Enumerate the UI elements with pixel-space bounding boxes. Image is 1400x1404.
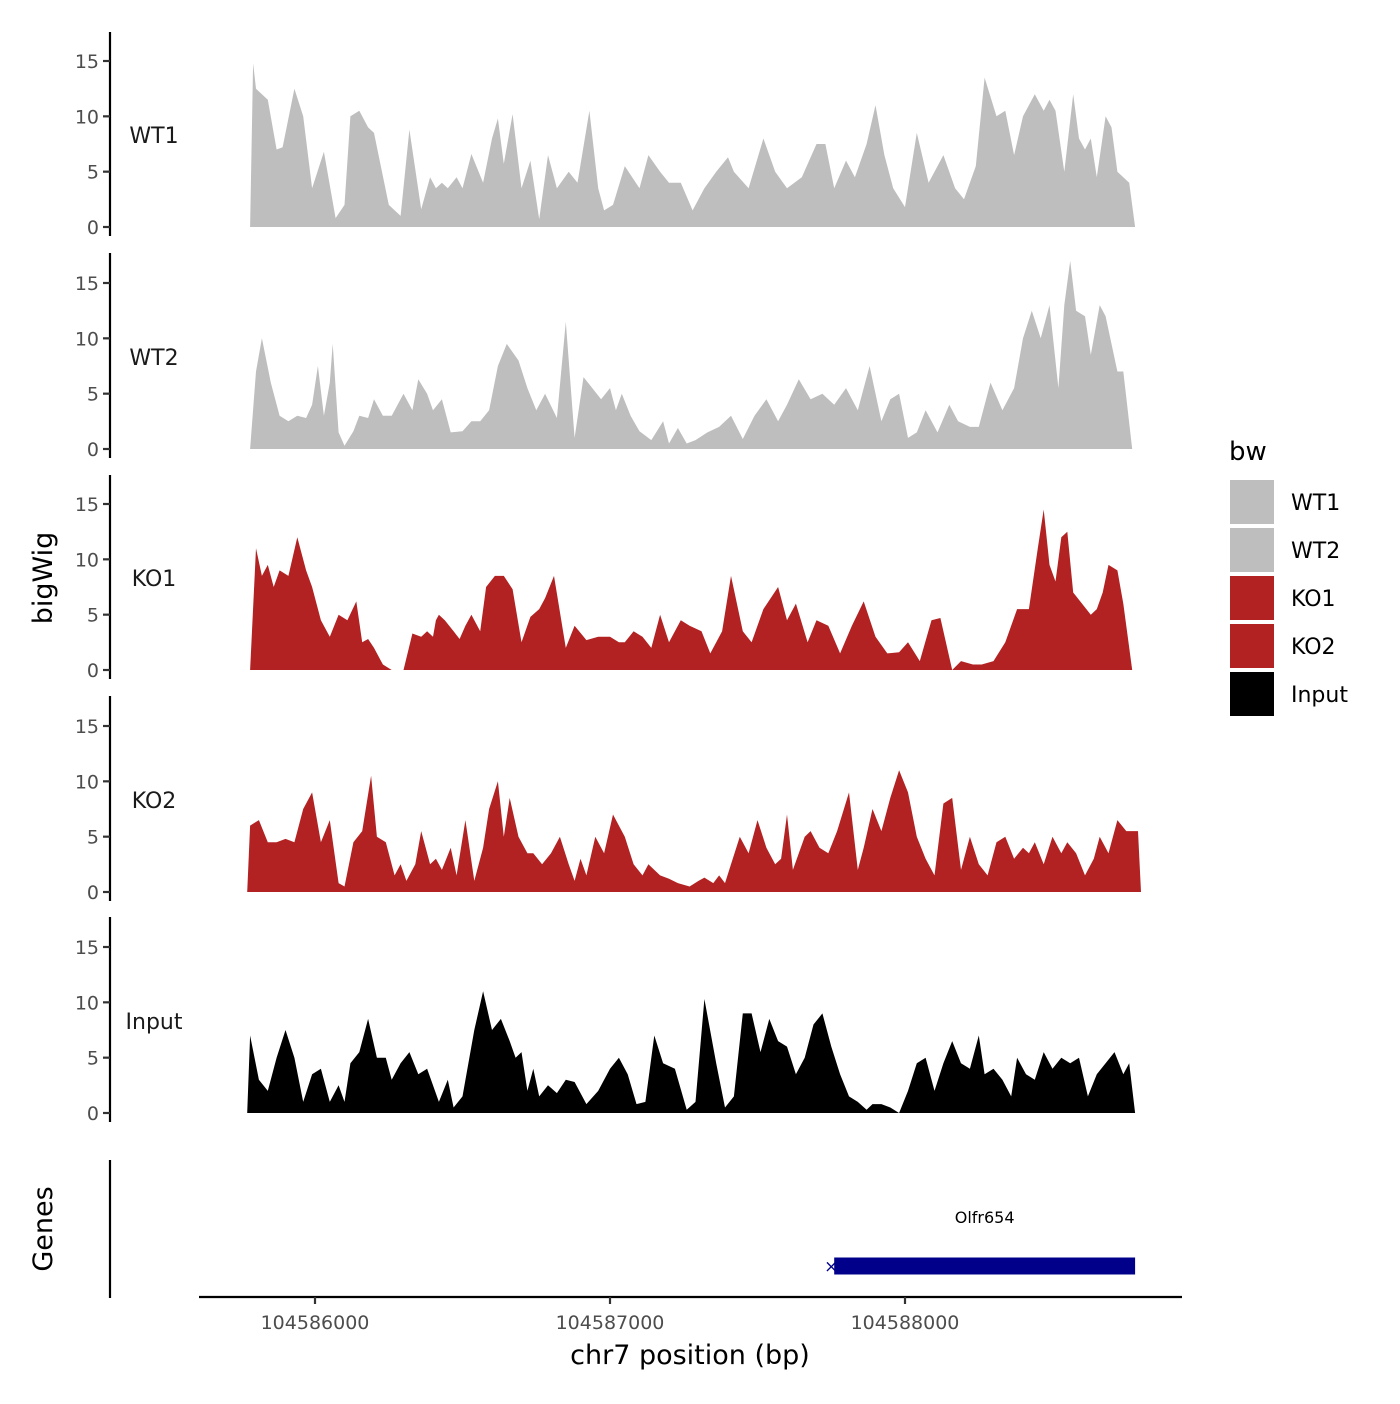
y-tick-label: 10 xyxy=(75,106,99,128)
gene-panel-label: Genes xyxy=(28,1186,59,1271)
y-axis-title: bigWig xyxy=(28,532,59,625)
y-tick-label: 10 xyxy=(75,328,99,350)
y-tick-label: 5 xyxy=(87,605,99,627)
legend-key-ko2 xyxy=(1230,624,1274,668)
legend-label-ko2: KO2 xyxy=(1291,635,1336,660)
gene-strand-marker: × xyxy=(824,1257,838,1277)
y-tick-label: 0 xyxy=(87,1103,99,1125)
track-label-wt2: WT2 xyxy=(129,346,178,371)
y-tick-label: 15 xyxy=(75,273,99,295)
legend-label-ko1: KO1 xyxy=(1291,587,1336,612)
y-tick-label: 5 xyxy=(87,1048,99,1070)
y-tick-label: 5 xyxy=(87,384,99,406)
track-label-input: Input xyxy=(126,1010,183,1035)
x-tick-label: 104587000 xyxy=(556,1312,665,1334)
y-tick-label: 10 xyxy=(75,549,99,571)
y-tick-label: 0 xyxy=(87,439,99,461)
y-tick-label: 5 xyxy=(87,162,99,184)
y-tick-label: 15 xyxy=(75,51,99,73)
track-label-wt1: WT1 xyxy=(129,124,178,149)
track-label-ko2: KO2 xyxy=(132,789,177,814)
y-tick-label: 5 xyxy=(87,827,99,849)
y-tick-label: 15 xyxy=(75,494,99,516)
legend-title: bw xyxy=(1229,437,1267,467)
legend-key-input xyxy=(1230,672,1274,716)
x-axis-title: chr7 position (bp) xyxy=(570,1340,810,1371)
y-tick-label: 0 xyxy=(87,882,99,904)
track-label-ko1: KO1 xyxy=(132,567,177,592)
legend-key-wt2 xyxy=(1230,528,1274,572)
legend-label-input: Input xyxy=(1291,683,1348,708)
y-tick-label: 15 xyxy=(75,937,99,959)
area-wt2 xyxy=(250,260,1136,449)
legend-key-ko1 xyxy=(1230,576,1274,620)
area-ko1 xyxy=(250,509,1139,670)
y-tick-label: 10 xyxy=(75,771,99,793)
legend-label-wt2: WT2 xyxy=(1291,539,1340,564)
y-tick-label: 10 xyxy=(75,992,99,1014)
y-tick-label: 15 xyxy=(75,716,99,738)
x-tick-label: 104586000 xyxy=(261,1312,370,1334)
area-ko2 xyxy=(247,770,1141,892)
gene-label: Olfr654 xyxy=(955,1208,1015,1227)
y-tick-label: 0 xyxy=(87,217,99,239)
legend-key-wt1 xyxy=(1230,480,1274,524)
legend-label-wt1: WT1 xyxy=(1291,491,1340,516)
area-wt1 xyxy=(250,63,1136,228)
x-tick-label: 104588000 xyxy=(851,1312,960,1334)
y-tick-label: 0 xyxy=(87,660,99,682)
area-input xyxy=(247,991,1136,1113)
